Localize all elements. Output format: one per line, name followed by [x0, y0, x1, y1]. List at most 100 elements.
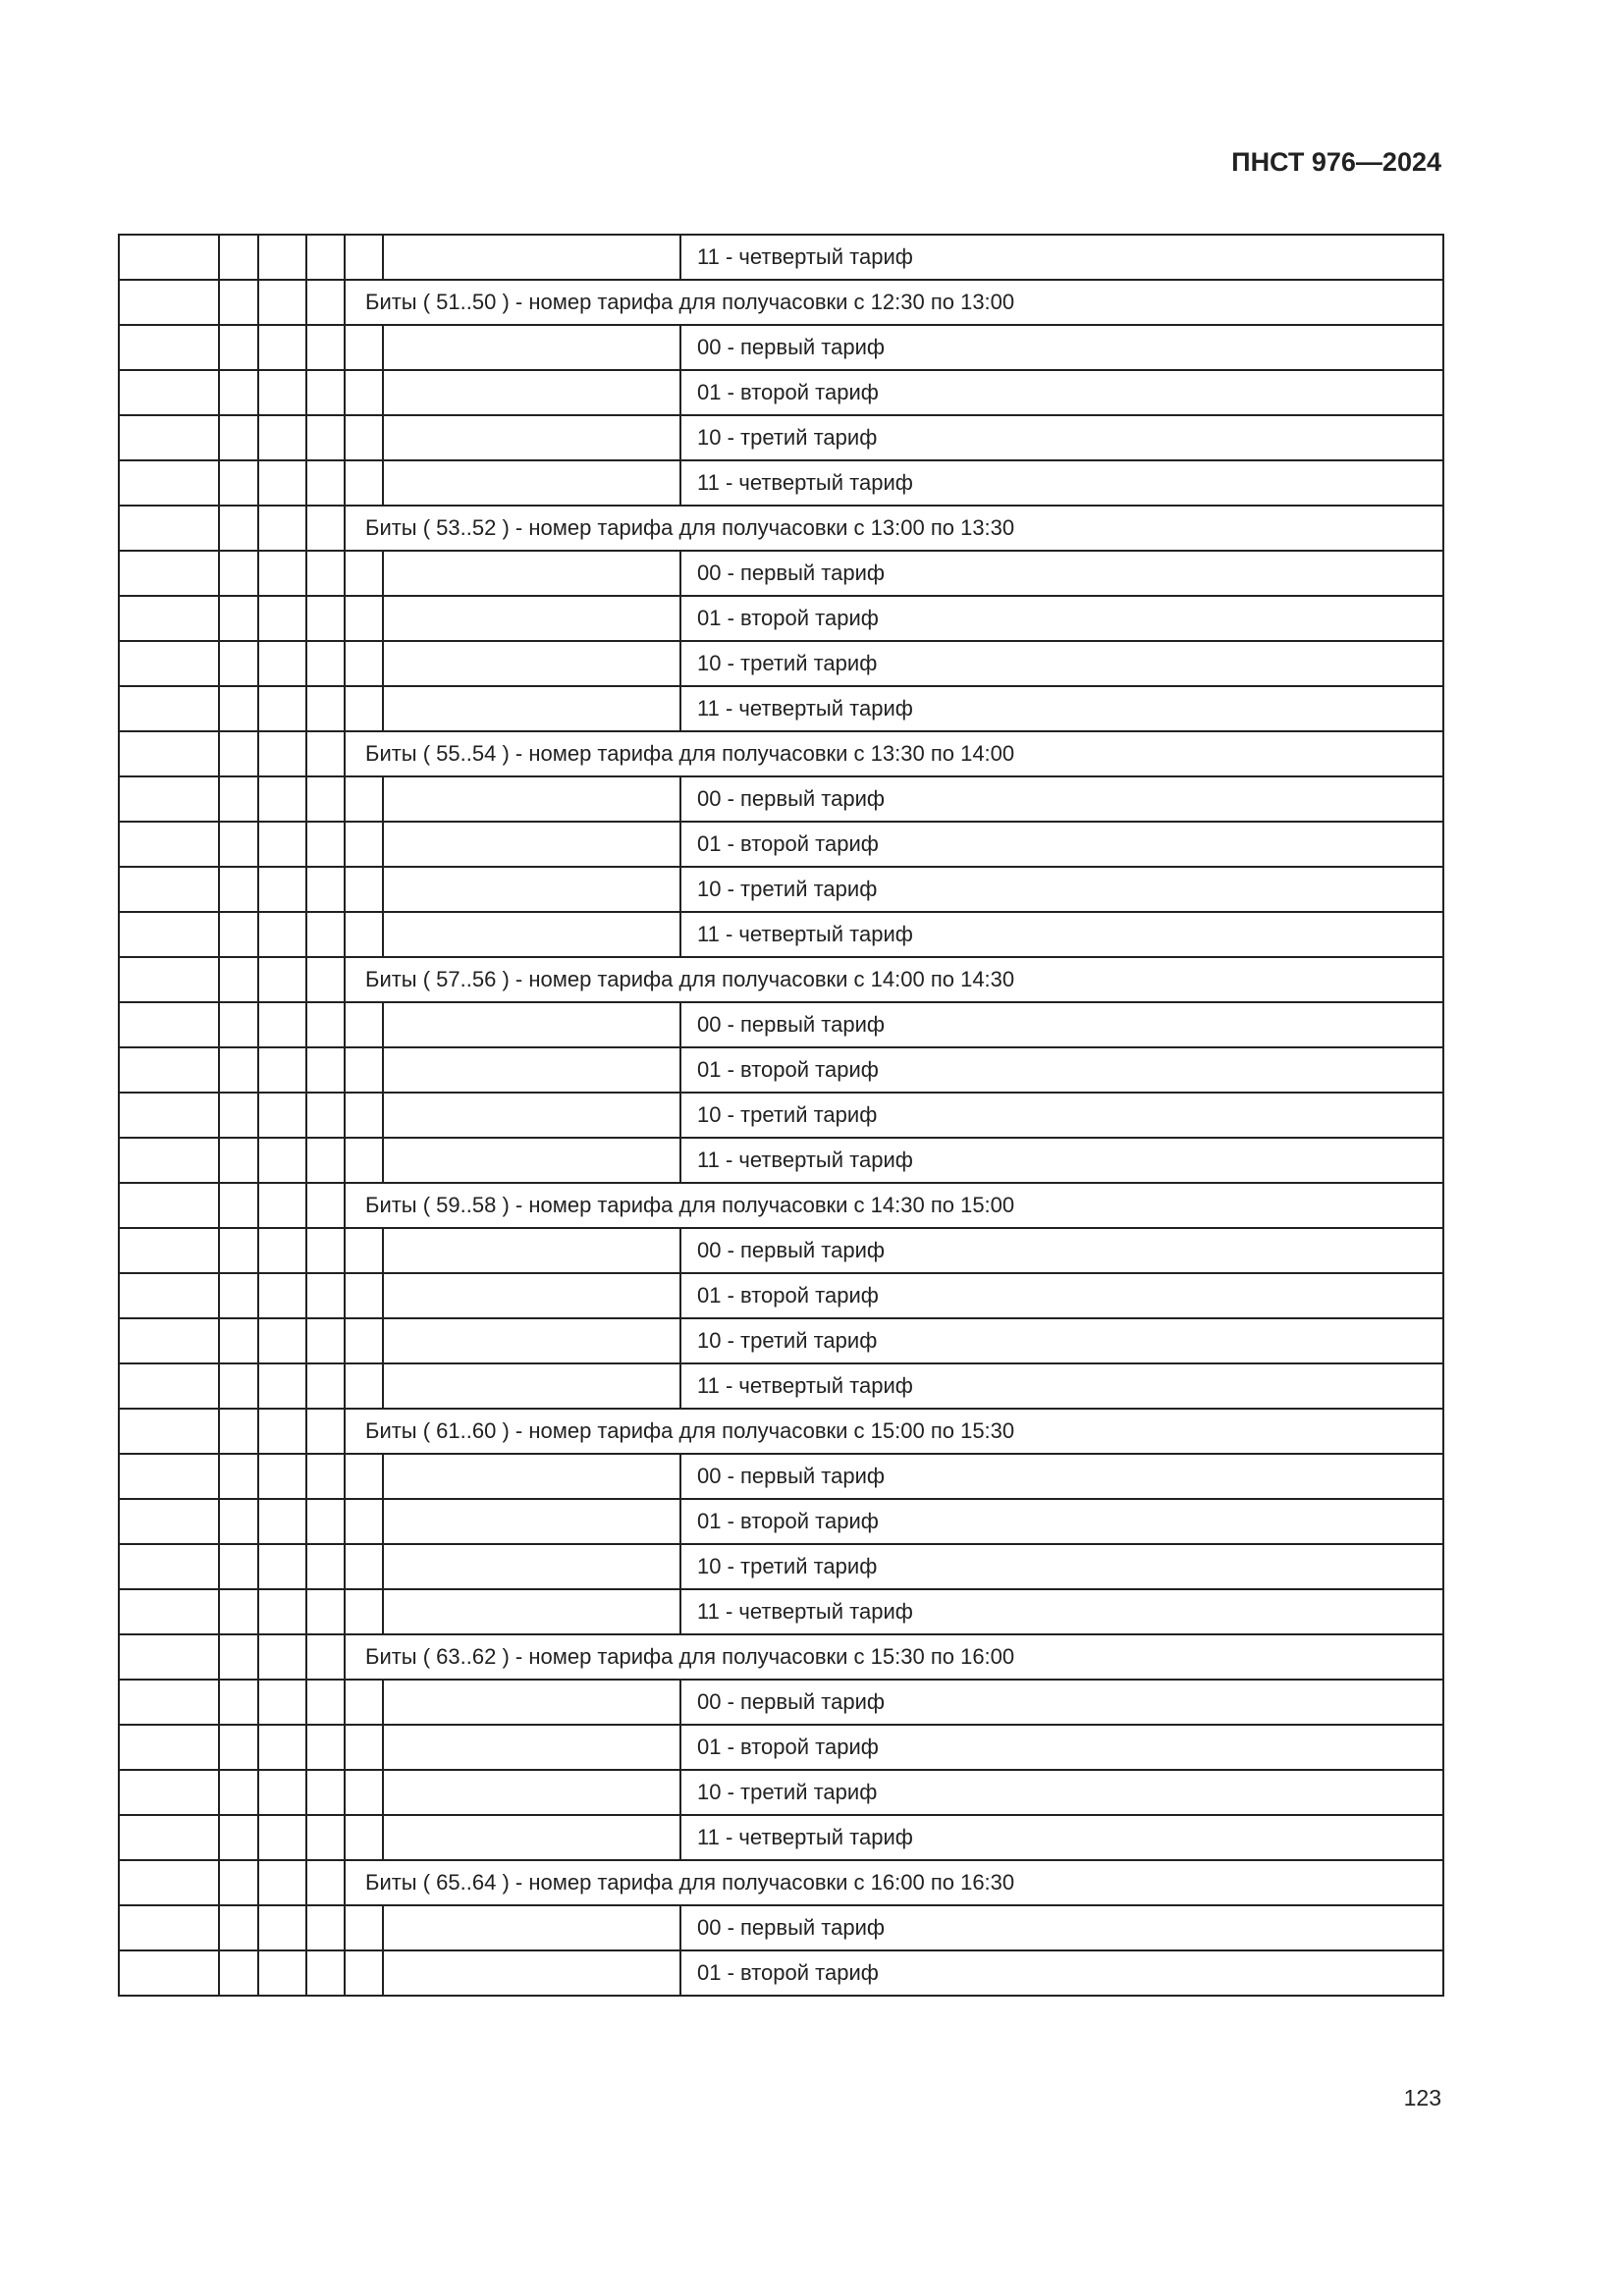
empty-cell: [257, 279, 307, 326]
empty-cell: [257, 1362, 307, 1410]
empty-cell: [382, 234, 681, 281]
option-value: 01 - второй тариф: [679, 595, 1444, 642]
empty-cell: [257, 505, 307, 552]
empty-cell: [344, 1046, 384, 1094]
empty-cell: [257, 1724, 307, 1771]
empty-cell: [118, 550, 220, 597]
option-row: 00 - первый тариф: [118, 775, 1444, 823]
empty-cell: [305, 279, 346, 326]
empty-cell: [305, 866, 346, 913]
empty-cell: [257, 595, 307, 642]
empty-cell: [118, 1092, 220, 1139]
empty-cell: [382, 1769, 681, 1816]
empty-cell: [257, 1543, 307, 1590]
empty-cell: [118, 1633, 220, 1681]
empty-cell: [218, 595, 259, 642]
empty-cell: [305, 1633, 346, 1681]
option-row: 01 - второй тариф: [118, 1498, 1444, 1545]
option-value: 00 - первый тариф: [679, 1453, 1444, 1500]
empty-cell: [382, 866, 681, 913]
bit-group-header-row: Биты ( 57..56 ) - номер тарифа для получ…: [118, 956, 1444, 1003]
empty-cell: [344, 1317, 384, 1364]
empty-cell: [118, 1227, 220, 1274]
empty-cell: [305, 414, 346, 461]
empty-cell: [118, 1137, 220, 1184]
empty-cell: [118, 324, 220, 371]
bit-group-header-row: Биты ( 55..54 ) - номер тарифа для получ…: [118, 730, 1444, 777]
empty-cell: [118, 1904, 220, 1951]
empty-cell: [344, 1724, 384, 1771]
empty-cell: [257, 1272, 307, 1319]
option-value: 10 - третий тариф: [679, 640, 1444, 687]
empty-cell: [257, 550, 307, 597]
empty-cell: [382, 459, 681, 507]
empty-cell: [218, 414, 259, 461]
empty-cell: [257, 956, 307, 1003]
empty-cell: [382, 821, 681, 868]
empty-cell: [305, 1092, 346, 1139]
empty-cell: [382, 1904, 681, 1951]
empty-cell: [305, 595, 346, 642]
empty-cell: [382, 685, 681, 732]
empty-cell: [118, 505, 220, 552]
empty-cell: [257, 1227, 307, 1274]
empty-cell: [305, 730, 346, 777]
empty-cell: [218, 279, 259, 326]
option-row: 00 - первый тариф: [118, 1227, 1444, 1274]
empty-cell: [382, 1137, 681, 1184]
empty-cell: [305, 1814, 346, 1861]
empty-cell: [344, 1588, 384, 1635]
empty-cell: [218, 1949, 259, 1997]
empty-cell: [305, 324, 346, 371]
empty-cell: [344, 1137, 384, 1184]
option-row: 10 - третий тариф: [118, 1543, 1444, 1590]
empty-cell: [118, 866, 220, 913]
empty-cell: [305, 956, 346, 1003]
empty-cell: [305, 505, 346, 552]
empty-cell: [218, 866, 259, 913]
empty-cell: [218, 1046, 259, 1094]
empty-cell: [118, 1724, 220, 1771]
empty-cell: [344, 640, 384, 687]
bit-field-table: 11 - четвертый тариф Биты ( 51..50 ) - но…: [118, 234, 1444, 1997]
option-row: 00 - первый тариф: [118, 1904, 1444, 1951]
bit-group-header-row: Биты ( 51..50 ) - номер тарифа для получ…: [118, 279, 1444, 326]
empty-cell: [382, 324, 681, 371]
empty-cell: [118, 1859, 220, 1906]
empty-cell: [118, 1362, 220, 1410]
empty-cell: [344, 1001, 384, 1048]
empty-cell: [218, 1904, 259, 1951]
empty-cell: [218, 234, 259, 281]
empty-cell: [344, 775, 384, 823]
option-value: 00 - первый тариф: [679, 1904, 1444, 1951]
empty-cell: [257, 1046, 307, 1094]
empty-cell: [382, 1814, 681, 1861]
empty-cell: [218, 505, 259, 552]
empty-cell: [257, 324, 307, 371]
empty-cell: [382, 1949, 681, 1997]
empty-cell: [344, 1453, 384, 1500]
option-row: 10 - третий тариф: [118, 1317, 1444, 1364]
option-row: 11 - четвертый тариф: [118, 234, 1444, 281]
option-value: 11 - четвертый тариф: [679, 234, 1444, 281]
empty-cell: [118, 1001, 220, 1048]
empty-cell: [118, 1453, 220, 1500]
empty-cell: [257, 1769, 307, 1816]
empty-cell: [305, 1859, 346, 1906]
option-value: 00 - первый тариф: [679, 1001, 1444, 1048]
option-row: 11 - четвертый тариф: [118, 1588, 1444, 1635]
empty-cell: [344, 1904, 384, 1951]
option-value: 11 - четвертый тариф: [679, 685, 1444, 732]
option-row: 01 - второй тариф: [118, 595, 1444, 642]
empty-cell: [218, 1814, 259, 1861]
empty-cell: [382, 1498, 681, 1545]
empty-cell: [382, 414, 681, 461]
empty-cell: [118, 1679, 220, 1726]
empty-cell: [305, 1272, 346, 1319]
option-row: 11 - четвертый тариф: [118, 685, 1444, 732]
empty-cell: [118, 234, 220, 281]
option-value: 11 - четвертый тариф: [679, 1814, 1444, 1861]
empty-cell: [218, 775, 259, 823]
empty-cell: [118, 414, 220, 461]
empty-cell: [118, 1769, 220, 1816]
